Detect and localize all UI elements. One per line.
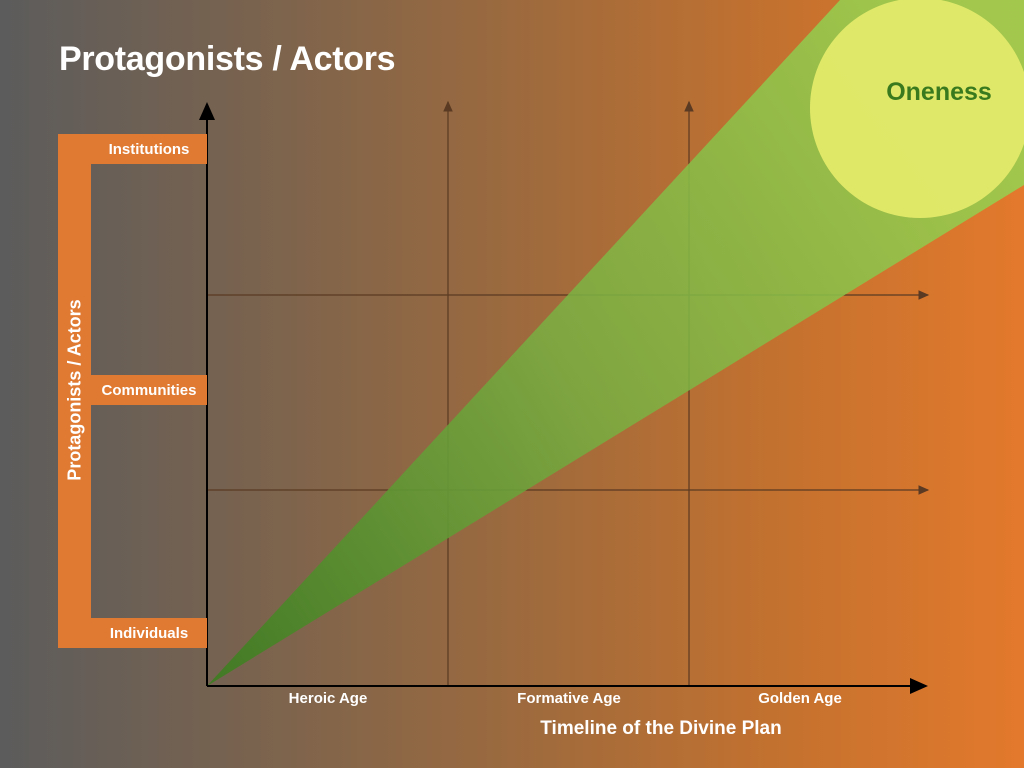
tick-heroic-age: Heroic Age — [288, 690, 368, 707]
level-individuals: Individuals — [91, 618, 207, 648]
bracket-bar — [58, 134, 91, 648]
oneness-circle — [810, 0, 1024, 218]
level-communities: Communities — [91, 375, 207, 405]
level-institutions: Institutions — [91, 134, 207, 164]
slide-title: Protagonists / Actors — [59, 40, 396, 78]
tick-formative-age: Formative Age — [517, 690, 621, 707]
tick-golden-age: Golden Age — [758, 690, 842, 707]
oneness-label: Oneness — [886, 78, 992, 106]
x-axis-label: Timeline of the Divine Plan — [540, 718, 782, 739]
y-axis-label: Protagonists / Actors — [64, 299, 85, 481]
growth-beam — [207, 0, 1024, 686]
